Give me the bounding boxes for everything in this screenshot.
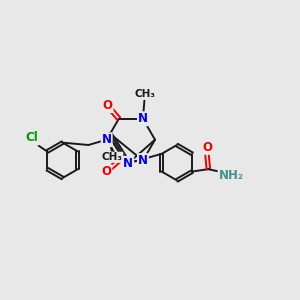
Text: CH₃: CH₃ — [134, 89, 155, 99]
Text: CH₃: CH₃ — [102, 152, 123, 162]
Text: O: O — [202, 141, 212, 154]
Text: N: N — [102, 133, 112, 146]
Text: NH₂: NH₂ — [218, 169, 244, 182]
Text: N: N — [123, 157, 133, 170]
Text: N: N — [138, 112, 148, 125]
Text: Cl: Cl — [26, 131, 38, 144]
Text: O: O — [103, 99, 112, 112]
Text: N: N — [138, 154, 148, 167]
Text: O: O — [101, 165, 111, 178]
